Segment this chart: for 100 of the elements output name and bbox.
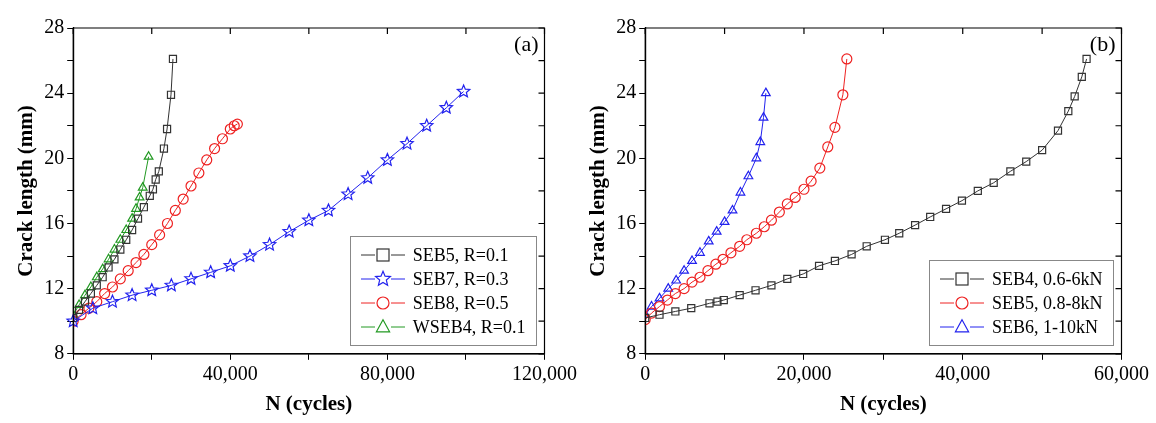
point [380,152,395,166]
point [185,180,197,192]
point [74,299,85,309]
point [669,287,681,300]
point [671,307,680,316]
point [1070,92,1079,101]
y-tick-label: 20 [616,145,637,168]
point [789,191,801,204]
point [837,89,849,101]
point [80,289,90,299]
point [360,170,375,184]
point [161,217,174,230]
x-tick-label: 20,000 [776,362,832,385]
point [765,214,778,226]
point [695,247,705,256]
point [262,237,277,251]
point [751,286,760,295]
point [97,263,108,273]
point [127,225,137,235]
point [115,234,126,243]
point [758,112,769,121]
legend-label: SEB7, R=0.3 [412,267,509,291]
point [829,121,841,133]
point [134,191,145,201]
point [302,213,316,227]
point [926,212,935,222]
point [66,314,80,328]
point [83,302,95,314]
point [727,204,738,214]
y-tick-label: 24 [616,80,637,103]
point [106,281,119,293]
point [208,142,221,155]
point [127,212,138,222]
y-tick-label: 16 [616,210,637,233]
y-tick-label: 20 [44,145,65,168]
point [687,255,697,265]
point [143,151,154,160]
point [1064,106,1073,116]
point [137,182,148,191]
point [216,133,229,145]
point [121,224,132,234]
point [1082,54,1091,64]
point [880,235,890,244]
point [705,299,714,308]
point [841,53,853,65]
point [655,310,664,319]
point [910,220,920,230]
point [168,54,178,64]
point [110,255,119,264]
point [654,292,665,302]
point [758,221,770,233]
x-tick-label: 40,000 [935,362,991,385]
point [223,258,238,272]
legend-label: SEB8, R=0.5 [412,291,509,315]
x-tick-label: 80,000 [359,362,415,385]
y-tick-label: 8 [626,341,637,364]
point [243,248,257,262]
point [1037,146,1047,155]
point [686,276,698,288]
point [661,294,674,306]
point [91,271,102,281]
point [735,291,744,300]
point [702,265,714,277]
point [751,152,762,162]
point [646,300,657,310]
point [456,84,471,98]
y-tick-label: 8 [54,341,65,364]
point [694,271,706,283]
point [1053,126,1063,135]
point [154,229,166,241]
point [760,87,771,97]
point [130,256,142,269]
point [781,198,793,210]
point [98,273,107,282]
point [717,253,729,265]
point [282,224,296,238]
point [164,278,179,292]
point [400,136,414,150]
point [419,118,434,132]
point [767,281,776,290]
point [151,175,160,184]
y-tick-label: 28 [44,15,65,38]
point [1077,72,1086,82]
point [957,196,967,205]
point [973,186,982,196]
point [719,216,730,225]
point [122,235,131,244]
point [146,239,158,251]
point [201,154,213,166]
point [895,229,904,238]
x-axis-title: N (cycles) [839,390,927,415]
point [166,90,176,99]
point [139,203,149,212]
point [755,136,766,146]
point [91,296,103,308]
point [773,206,785,218]
point [104,263,113,272]
point [750,227,762,239]
point [679,265,690,274]
point [847,250,856,259]
